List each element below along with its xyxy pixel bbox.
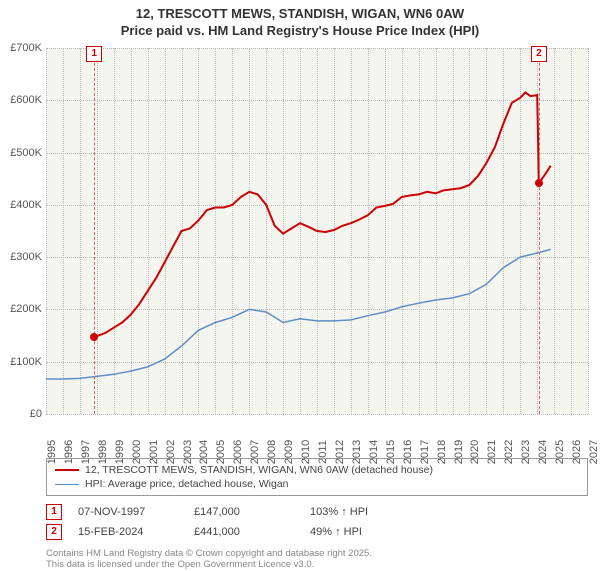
annotation-pct: 49% ↑ HPI [310, 526, 410, 538]
footnote-line-2: This data is licensed under the Open Gov… [46, 559, 588, 570]
legend-swatch [55, 469, 79, 471]
annotation-date: 07-NOV-1997 [78, 506, 178, 518]
annotation-price: £147,000 [194, 506, 294, 518]
marker-badge: 1 [86, 46, 102, 62]
gridline-v [588, 48, 589, 414]
legend-area: 12, TRESCOTT MEWS, STANDISH, WIGAN, WN6 … [46, 458, 588, 571]
y-axis-labels: £0£100K£200K£300K£400K£500K£600K£700K [0, 48, 44, 414]
y-tick-label: £500K [10, 147, 42, 159]
series-hpi [46, 249, 551, 379]
marker-point [535, 179, 543, 187]
annotation-pct: 103% ↑ HPI [310, 506, 410, 518]
y-tick-label: £600K [10, 94, 42, 106]
y-tick-label: £200K [10, 303, 42, 315]
title-line-2: Price paid vs. HM Land Registry's House … [0, 23, 600, 40]
title-line-1: 12, TRESCOTT MEWS, STANDISH, WIGAN, WN6 … [0, 6, 600, 23]
legend-label: HPI: Average price, detached house, Wiga… [85, 478, 289, 490]
legend-item: HPI: Average price, detached house, Wiga… [55, 477, 579, 491]
y-tick-label: £400K [10, 199, 42, 211]
legend-label: 12, TRESCOTT MEWS, STANDISH, WIGAN, WN6 … [85, 464, 433, 476]
legend-box: 12, TRESCOTT MEWS, STANDISH, WIGAN, WN6 … [46, 458, 588, 496]
marker-line [94, 48, 95, 414]
annotation-date: 15-FEB-2024 [78, 526, 178, 538]
y-tick-label: £100K [10, 356, 42, 368]
x-tick-label: 2027 [588, 440, 600, 464]
annotation-badge: 1 [46, 504, 62, 520]
annotation-price: £441,000 [194, 526, 294, 538]
chart-title: 12, TRESCOTT MEWS, STANDISH, WIGAN, WN6 … [0, 0, 600, 40]
y-tick-label: £700K [10, 42, 42, 54]
plot-area: 12 [46, 48, 588, 414]
line-plot [46, 48, 588, 414]
gridline-h [46, 414, 588, 415]
x-axis-labels: 1995199619971998199920002001200220032004… [46, 416, 588, 460]
marker-point [90, 333, 98, 341]
annotation-badge: 2 [46, 524, 62, 540]
footnote: Contains HM Land Registry data © Crown c… [46, 548, 588, 571]
chart-container: 12, TRESCOTT MEWS, STANDISH, WIGAN, WN6 … [0, 0, 600, 560]
y-tick-label: £300K [10, 251, 42, 263]
legend-swatch [55, 484, 79, 485]
footnote-line-1: Contains HM Land Registry data © Crown c… [46, 548, 588, 559]
annotation-row: 2 15-FEB-2024 £441,000 49% ↑ HPI [46, 522, 588, 542]
annotation-row: 1 07-NOV-1997 £147,000 103% ↑ HPI [46, 502, 588, 522]
annotation-table: 1 07-NOV-1997 £147,000 103% ↑ HPI 2 15-FEB-20… [46, 502, 588, 542]
marker-badge: 2 [531, 46, 547, 62]
y-tick-label: £0 [30, 408, 42, 420]
marker-line [539, 48, 540, 414]
legend-item: 12, TRESCOTT MEWS, STANDISH, WIGAN, WN6 … [55, 463, 579, 477]
series-price_paid [94, 92, 550, 337]
